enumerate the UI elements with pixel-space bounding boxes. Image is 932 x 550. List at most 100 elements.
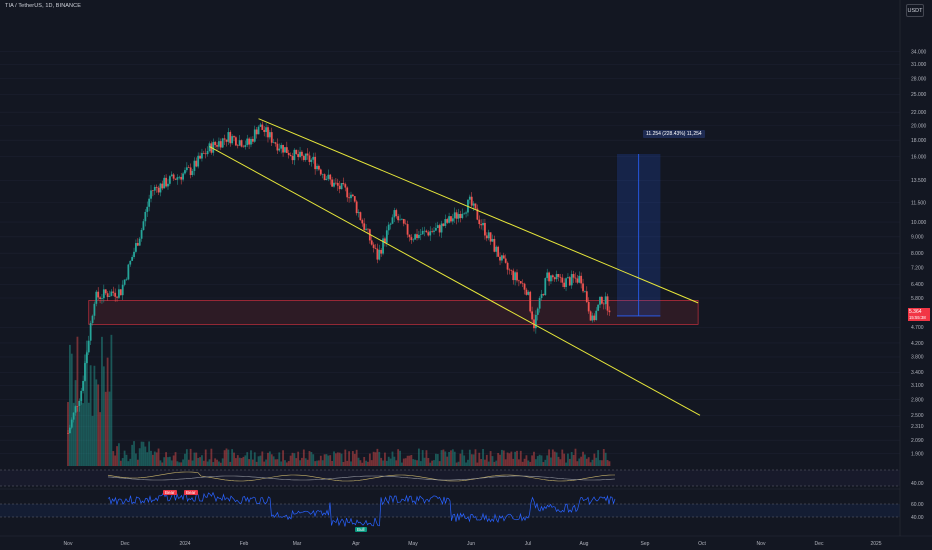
volume-bar bbox=[91, 415, 94, 466]
volume-bar bbox=[385, 460, 388, 466]
volume-bar bbox=[397, 449, 400, 466]
volume-bar bbox=[574, 448, 577, 466]
candle-body bbox=[585, 291, 588, 302]
candle-body bbox=[582, 283, 584, 292]
time-tick-label: 2024 bbox=[179, 541, 190, 547]
candle-body bbox=[527, 291, 530, 295]
price-axis[interactable]: 34.000 31.000 28.000 25.000 22.000 20.000 18.0… bbox=[899, 0, 927, 536]
candle-body bbox=[453, 212, 456, 219]
volume-bar bbox=[276, 459, 279, 466]
candle-body bbox=[238, 140, 241, 146]
candle-body bbox=[280, 144, 283, 149]
volume-bar bbox=[218, 461, 220, 466]
volume-bar bbox=[363, 456, 366, 466]
volume-bar bbox=[304, 458, 307, 466]
candle-body bbox=[216, 145, 218, 147]
candle-body bbox=[331, 179, 334, 187]
candle-body bbox=[567, 277, 569, 279]
candle-body bbox=[355, 201, 358, 214]
volume-bar bbox=[114, 455, 117, 466]
volume-bar bbox=[119, 460, 122, 466]
candle-body bbox=[334, 182, 337, 184]
volume-bar bbox=[282, 450, 284, 466]
time-axis[interactable]: Nov Dec 2024 Feb Mar Apr May Jun Jul Aug Sep Oct Nov… bbox=[0, 535, 932, 547]
price-tick-label: 34.000 bbox=[911, 49, 927, 55]
volume-bar bbox=[350, 461, 352, 466]
candle-body bbox=[308, 155, 311, 162]
indicator-1-line-a bbox=[107, 471, 615, 482]
volume-bar bbox=[567, 453, 569, 466]
volume-bar bbox=[527, 460, 530, 466]
volume-bar bbox=[170, 460, 173, 466]
volume-bar bbox=[457, 461, 460, 466]
candle-body bbox=[219, 141, 222, 148]
candle-body bbox=[561, 277, 564, 283]
candle-body bbox=[448, 216, 450, 223]
candle-body bbox=[329, 174, 332, 180]
candle-body bbox=[521, 283, 524, 284]
volume-bar bbox=[155, 452, 158, 466]
volume-bar bbox=[168, 456, 171, 466]
trendlines[interactable] bbox=[209, 118, 701, 416]
volume-bar bbox=[140, 441, 143, 466]
candle-body bbox=[167, 183, 169, 187]
volume-bar bbox=[302, 449, 305, 466]
time-tick-label: Aug bbox=[580, 541, 589, 547]
symbol-title[interactable]: TIA / TetherUS, 1D, BINANCE bbox=[5, 3, 81, 9]
candle-body bbox=[531, 311, 533, 320]
volume-bar bbox=[193, 452, 196, 466]
volume-bar bbox=[74, 380, 77, 466]
candle-body bbox=[342, 183, 345, 185]
candle-body bbox=[463, 213, 466, 215]
candle-body bbox=[499, 256, 501, 261]
volume-bar bbox=[167, 457, 169, 466]
candle-body bbox=[185, 167, 188, 171]
candle-body bbox=[606, 296, 609, 311]
volume-bar bbox=[72, 402, 75, 466]
volume-bar bbox=[568, 458, 571, 466]
candle-body bbox=[293, 149, 296, 161]
volume-bar bbox=[93, 365, 96, 466]
volume-bar bbox=[299, 460, 301, 466]
candle-body bbox=[599, 296, 601, 305]
currency-button[interactable]: USDT bbox=[906, 4, 924, 17]
volume-bar bbox=[136, 459, 139, 466]
volume-bar bbox=[201, 455, 203, 466]
candle-body bbox=[353, 196, 356, 202]
candle-body bbox=[265, 127, 267, 132]
volume-bar bbox=[402, 458, 405, 466]
volume-bar bbox=[418, 448, 420, 466]
candle-body bbox=[276, 143, 279, 151]
measure-box[interactable] bbox=[616, 154, 661, 317]
volume-bar bbox=[448, 451, 450, 466]
volume-bar bbox=[478, 452, 481, 466]
support-zone[interactable] bbox=[88, 300, 699, 325]
price-tick-label: 13.500 bbox=[911, 178, 927, 184]
volume-bar bbox=[551, 449, 554, 466]
volume-bar bbox=[329, 455, 332, 466]
candle-body bbox=[423, 230, 426, 232]
candle-body bbox=[384, 238, 386, 243]
price-tick-label: 1.900 bbox=[911, 451, 924, 457]
candle-body bbox=[493, 238, 496, 252]
candle-body bbox=[261, 124, 264, 130]
countdown-label: 15:55:38 bbox=[908, 314, 930, 321]
candle-body bbox=[346, 187, 349, 198]
volume-bar bbox=[235, 458, 237, 466]
volume-bar bbox=[68, 344, 71, 466]
candle-body bbox=[257, 126, 260, 135]
volume-bar bbox=[101, 336, 103, 466]
volume-bar bbox=[421, 450, 424, 466]
candle-body bbox=[570, 274, 573, 286]
volume-bar bbox=[589, 462, 592, 466]
volume-bar bbox=[263, 461, 266, 466]
volume-bar bbox=[585, 458, 588, 466]
volume-bar bbox=[423, 457, 426, 466]
candle-body bbox=[135, 243, 137, 252]
volume-bar bbox=[348, 451, 350, 466]
candle-body bbox=[119, 289, 122, 296]
candle-body bbox=[404, 223, 407, 225]
candle-body bbox=[91, 315, 94, 323]
volume-bar bbox=[87, 402, 90, 466]
